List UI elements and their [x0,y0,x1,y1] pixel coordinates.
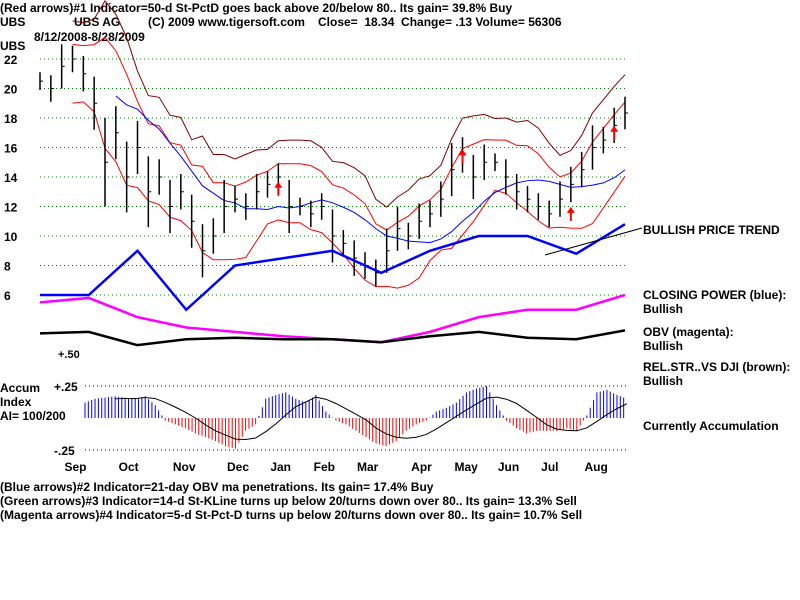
chart-title: UBS [0,39,25,53]
accum-ma-line [115,396,628,441]
x-tick-label: Nov [173,460,196,474]
x-tick-label: Sep [65,460,87,474]
red-arrow-icon [566,206,575,221]
relstr-axis-label: +.50 [58,349,80,361]
accum-tick-label: -.25 [54,444,75,458]
trend-label: BULLISH PRICE TREND [643,223,780,237]
accum-status: Currently Accumulation [643,419,779,433]
quote: Close= 18.34 Change= .13 Volume= 56306 [318,15,562,29]
closing-power-value: Bullish [643,302,684,316]
closing-power-line [40,223,626,312]
red-arrow-icon [274,181,283,196]
x-tick-label: Jul [541,460,558,474]
indicator-1-text: (Red arrows)#1 Indicator=50-d St-PctD go… [0,1,513,15]
accum-label-3: AI= 100/200 [0,409,66,423]
lower-band [72,101,626,289]
closing-power-title: CLOSING POWER (blue): [643,288,787,302]
y-tick-label: 12 [4,201,18,215]
x-tick-label: May [455,460,479,474]
accum-label-1: Accum [0,381,41,395]
upper-band [72,36,626,231]
red-arrow-icon [610,125,619,140]
red-arrow-icon [458,149,467,164]
x-tick-label: Mar [357,460,379,474]
symbol: UBS [0,15,26,29]
x-tick-label: Apr [411,460,432,474]
indicator-2-text: (Blue arrows)#2 Indicator=21-day OBV ma … [0,480,434,494]
y-tick-label: 16 [4,142,18,156]
x-tick-label: Jun [498,460,519,474]
y-tick-label: 8 [4,260,11,274]
moving-average [115,95,626,244]
indicator-4-text: (Magenta arrows)#4 Indicator=5-d St-Pct-… [0,508,583,522]
y-tick-label: 22 [4,53,18,67]
upper-band-outer [72,0,626,208]
x-tick-label: Feb [314,460,335,474]
y-tick-label: 18 [4,112,18,126]
y-tick-label: 10 [4,230,18,244]
indicator-3-text: (Green arrows)#3 Indicator=14-d St-KLine… [0,494,577,508]
obv-title: OBV (magenta): [643,325,734,339]
relstr-line [39,329,626,347]
obv-value: Bullish [643,339,684,353]
relstr-value: Bullish [643,374,684,388]
x-tick-label: Dec [227,460,249,474]
obv-line [39,293,626,344]
y-tick-label: 20 [4,83,18,97]
accum-label-2: Index [0,395,32,409]
copyright: (C) 2009 www.tigersoft.com [148,15,305,29]
y-tick-label: 14 [4,171,18,185]
x-tick-label: Oct [119,460,139,474]
y-tick-label: 6 [4,289,11,303]
x-tick-label: Jan [270,460,291,474]
trend-line [544,227,643,256]
relstr-title: REL.STR..VS DJI (brown): [643,360,791,374]
accum-tick-label: +.25 [54,380,78,394]
x-tick-label: Aug [585,460,608,474]
date-range: 8/12/2008-8/28/2009 [34,30,145,44]
